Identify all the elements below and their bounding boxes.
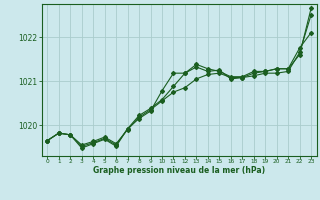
X-axis label: Graphe pression niveau de la mer (hPa): Graphe pression niveau de la mer (hPa) — [93, 166, 265, 175]
